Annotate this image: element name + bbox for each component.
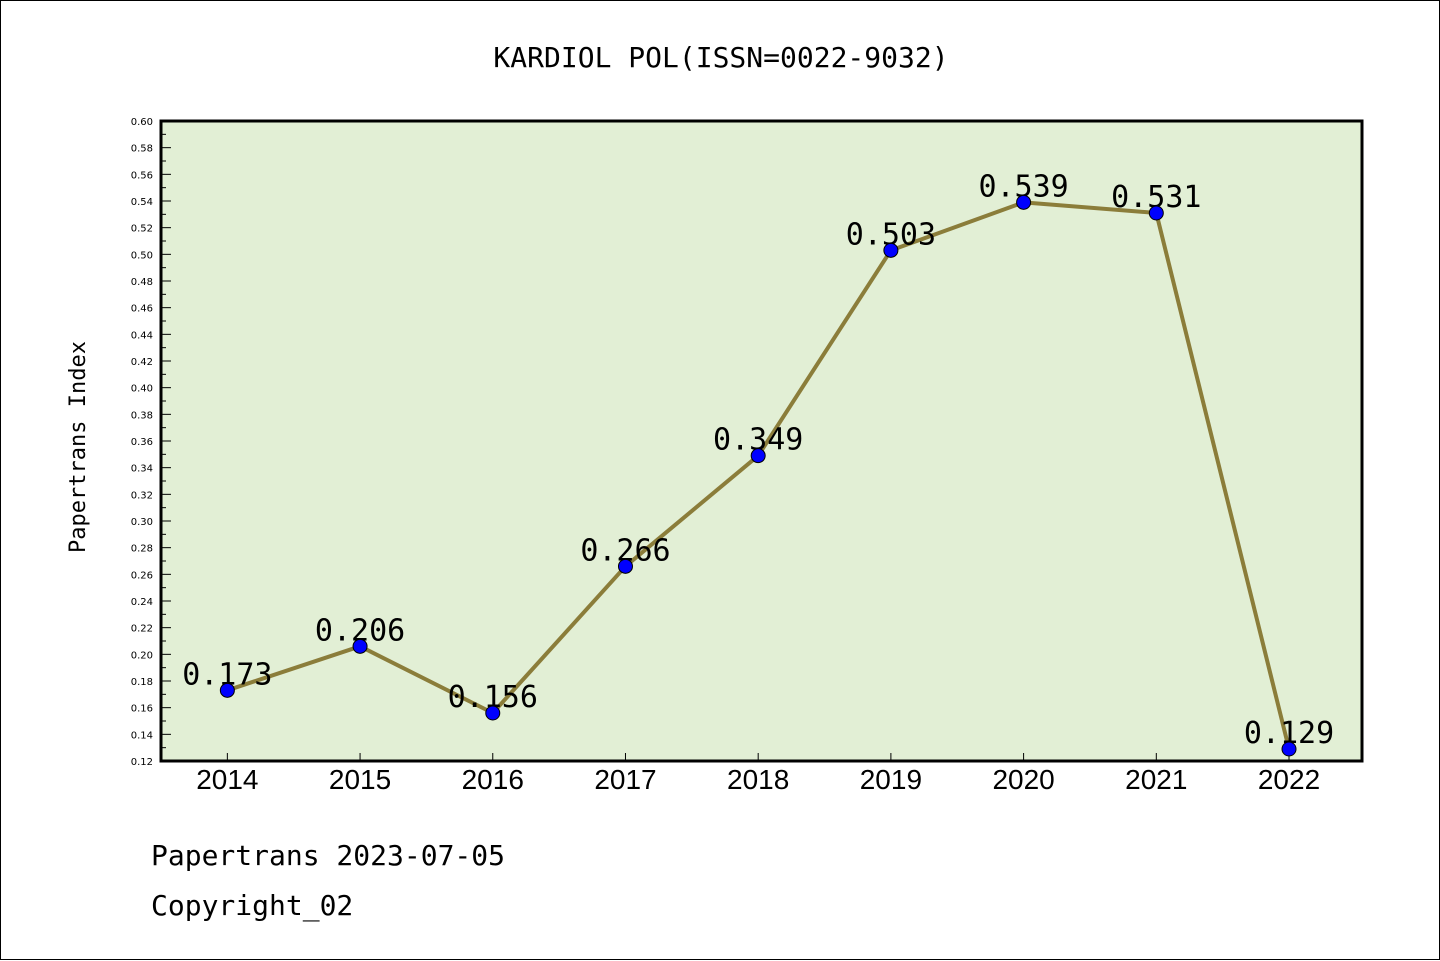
y-tick-label: 0.48 — [131, 277, 153, 288]
data-point-marker — [883, 242, 899, 258]
y-tick-label: 0.56 — [131, 170, 153, 181]
y-tick-label: 0.12 — [131, 757, 153, 768]
x-tick-label: 2015 — [329, 764, 391, 795]
y-tick-label: 0.30 — [131, 517, 153, 528]
y-tick-label: 0.40 — [131, 384, 153, 395]
y-tick-label: 0.50 — [131, 250, 153, 261]
y-tick-label: 0.46 — [131, 304, 153, 315]
data-point-marker — [1281, 741, 1297, 757]
data-point-marker — [750, 448, 766, 464]
y-tick-label: 0.38 — [131, 410, 153, 421]
y-tick-label: 0.20 — [131, 650, 153, 661]
data-point-marker — [1148, 205, 1164, 221]
y-tick-label: 0.14 — [131, 730, 153, 741]
footer-copyright: Copyright_02 — [151, 889, 353, 923]
y-tick-label: 0.58 — [131, 144, 153, 155]
x-tick-label: 2018 — [727, 764, 789, 795]
y-tick-label: 0.32 — [131, 490, 153, 501]
y-tick-label: 0.52 — [131, 224, 153, 235]
data-point-marker — [485, 705, 501, 721]
x-axis-ticks: 2014 2015 2016 2017 2018 2019 2020 2021 2022 — [196, 753, 1320, 795]
x-tick-label: 2022 — [1258, 764, 1320, 795]
y-tick-label: 0.34 — [131, 464, 153, 475]
y-axis-ticks: 0.12 0.14 0.16 0.18 0.20 0.22 0.24 0.26 0.28 0.30… — [131, 117, 171, 768]
plot-border — [159, 119, 1364, 763]
y-tick-label: 0.60 — [131, 117, 153, 128]
y-tick-label: 0.24 — [131, 597, 153, 608]
x-tick-label: 2017 — [594, 764, 656, 795]
markers-layer — [219, 194, 1297, 757]
x-tick-label: 2020 — [992, 764, 1054, 795]
y-tick-label: 0.44 — [131, 330, 153, 341]
data-point-marker — [352, 638, 368, 654]
y-tick-label: 0.28 — [131, 544, 153, 555]
data-point-marker — [1016, 194, 1032, 210]
footer-date: Papertrans 2023-07-05 — [151, 839, 505, 872]
y-tick-label: 0.54 — [131, 197, 153, 208]
x-tick-label: 2021 — [1125, 764, 1187, 795]
y-tick-label: 0.42 — [131, 357, 153, 368]
data-point-marker — [617, 558, 633, 574]
x-tick-label: 2016 — [462, 764, 524, 795]
y-tick-label: 0.16 — [131, 704, 153, 715]
y-axis-label: Papertrans Index — [66, 341, 91, 553]
y-tick-label: 0.22 — [131, 624, 153, 635]
chart-title: KARDIOL POL(ISSN=0022-9032) — [493, 41, 948, 74]
data-point-marker — [219, 682, 235, 698]
y-tick-label: 0.18 — [131, 677, 153, 688]
y-tick-label: 0.36 — [131, 437, 153, 448]
x-tick-label: 2014 — [196, 764, 258, 795]
y-tick-label: 0.26 — [131, 570, 153, 581]
x-tick-label: 2019 — [860, 764, 922, 795]
